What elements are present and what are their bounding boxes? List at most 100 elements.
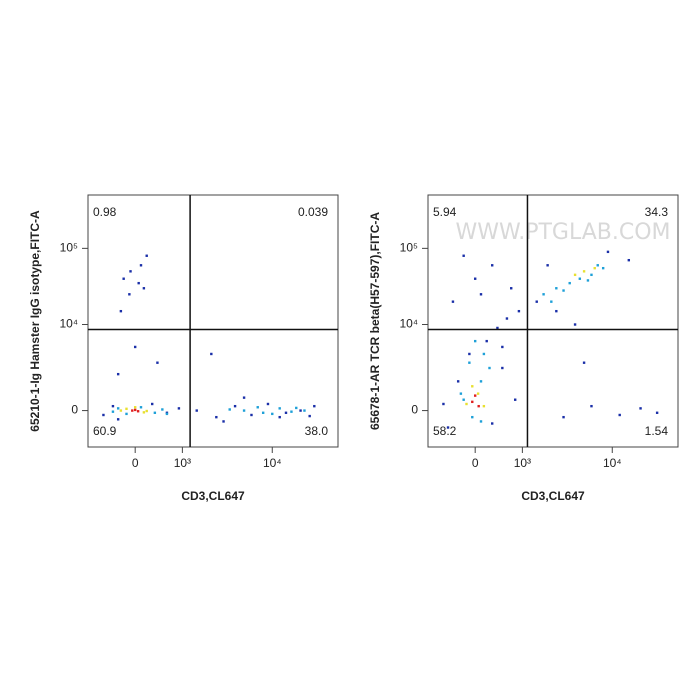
y-tick-label: 10⁴ xyxy=(59,317,78,331)
event-dot xyxy=(573,323,577,326)
event-dot xyxy=(578,277,582,280)
event-dot xyxy=(116,418,120,421)
event-dot xyxy=(139,406,143,409)
event-dot xyxy=(215,415,218,419)
event-dot xyxy=(151,402,154,406)
event-dot xyxy=(586,279,590,282)
event-dot xyxy=(468,361,471,364)
event-dot xyxy=(468,352,471,356)
y-tick-label: 0 xyxy=(71,403,78,417)
quadrant-label: 5.94 xyxy=(433,205,457,219)
plot-frame xyxy=(427,194,679,448)
event-dot xyxy=(601,266,605,270)
event-dot xyxy=(133,408,137,412)
quadrant-label: 1.54 xyxy=(645,424,669,438)
event-dot xyxy=(102,413,105,417)
event-dot xyxy=(456,380,460,383)
event-dot xyxy=(555,287,558,290)
event-dot xyxy=(471,400,474,404)
event-dot xyxy=(473,339,477,343)
event-dot xyxy=(233,404,237,408)
watermark: WWW.PTGLAB.COM xyxy=(455,220,670,245)
event-dot xyxy=(501,345,504,349)
event-dot xyxy=(256,406,259,409)
event-dot xyxy=(550,300,553,303)
event-dot xyxy=(510,287,513,290)
event-dot xyxy=(517,309,521,313)
y-axis-title: 65210-1-Ig Hamster IgG isotype,FITC-A xyxy=(28,210,42,432)
x-tick-label: 0 xyxy=(132,456,139,470)
event-dot xyxy=(195,409,198,412)
event-dot xyxy=(582,361,586,364)
event-dot xyxy=(222,420,225,423)
event-dot xyxy=(266,402,270,406)
event-dot xyxy=(136,410,140,413)
event-dot xyxy=(242,396,246,399)
y-tick-label: 10⁵ xyxy=(60,241,78,255)
y-tick-label: 10⁵ xyxy=(400,241,418,255)
x-tick-label: 10⁴ xyxy=(263,456,282,470)
event-dot xyxy=(119,309,123,313)
event-dot xyxy=(568,281,571,285)
event-dot xyxy=(261,411,265,414)
quadrant-label: 0.98 xyxy=(93,205,117,219)
quadrant-label: 0.039 xyxy=(298,205,328,219)
y-tick-label: 10⁴ xyxy=(399,317,418,331)
event-dot xyxy=(465,402,468,406)
event-dot xyxy=(505,317,509,320)
event-dot xyxy=(308,414,311,418)
event-dot xyxy=(153,411,157,414)
event-dot xyxy=(462,254,465,257)
event-dot xyxy=(655,411,659,414)
event-dot xyxy=(228,408,231,411)
event-dot xyxy=(284,411,288,414)
event-dot xyxy=(442,402,445,406)
event-dot xyxy=(491,422,494,425)
event-dot xyxy=(142,411,146,414)
event-dot xyxy=(496,326,499,330)
event-dot xyxy=(119,409,123,412)
event-dot xyxy=(116,407,120,410)
quadrant-label: 58.2 xyxy=(433,424,457,438)
event-dot xyxy=(303,409,306,412)
event-dot xyxy=(573,273,577,277)
event-dot xyxy=(482,404,486,408)
event-dot xyxy=(459,392,463,395)
quadrant-label: 34.3 xyxy=(645,205,669,219)
event-dot xyxy=(278,415,281,419)
event-dot xyxy=(639,407,642,410)
event-dot xyxy=(161,408,164,411)
event-dot xyxy=(462,398,465,401)
event-dot xyxy=(446,426,450,429)
event-dot xyxy=(299,409,302,412)
event-dot xyxy=(177,407,181,410)
event-dot xyxy=(111,410,115,413)
event-dot xyxy=(133,406,137,409)
quadrant-label: 38.0 xyxy=(305,424,329,438)
event-dot xyxy=(593,266,596,270)
event-dot xyxy=(562,289,565,292)
event-dot xyxy=(250,413,253,417)
event-dot xyxy=(271,412,274,416)
event-dot xyxy=(596,264,599,267)
event-dot xyxy=(142,287,146,290)
event-dot xyxy=(582,270,586,273)
x-tick-label: 0 xyxy=(472,456,479,470)
event-dot xyxy=(590,404,593,408)
x-axis-title: CD3,CL647 xyxy=(521,489,585,503)
event-dot xyxy=(535,300,538,303)
event-dot xyxy=(618,413,621,417)
event-dot xyxy=(590,273,593,277)
event-dot xyxy=(125,407,128,411)
event-dot xyxy=(491,264,494,267)
event-dot xyxy=(606,250,610,254)
event-dot xyxy=(116,372,120,376)
quadrant-label: 60.9 xyxy=(93,424,117,438)
event-dot xyxy=(145,409,148,413)
event-dot xyxy=(477,404,480,408)
y-axis-title: 65678-1-AR TCR beta(H57-597),FITC-A xyxy=(368,212,382,430)
event-dot xyxy=(295,406,298,410)
event-dot xyxy=(131,409,134,412)
event-dot xyxy=(485,339,488,343)
event-dot xyxy=(278,407,281,410)
